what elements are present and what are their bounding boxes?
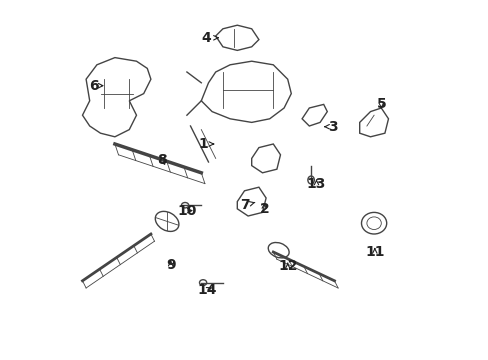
Text: 12: 12: [277, 260, 297, 273]
Text: 8: 8: [157, 153, 166, 167]
Text: 4: 4: [202, 31, 218, 45]
Text: 14: 14: [197, 283, 216, 297]
Text: 11: 11: [365, 245, 384, 259]
Text: 13: 13: [306, 177, 325, 190]
Text: 5: 5: [376, 98, 386, 111]
Text: 7: 7: [239, 198, 254, 212]
Text: 1: 1: [198, 137, 213, 151]
Text: 6: 6: [89, 79, 102, 93]
Text: 3: 3: [324, 120, 337, 134]
Text: 2: 2: [259, 202, 268, 216]
Text: 9: 9: [165, 258, 175, 271]
Text: 10: 10: [177, 204, 196, 217]
